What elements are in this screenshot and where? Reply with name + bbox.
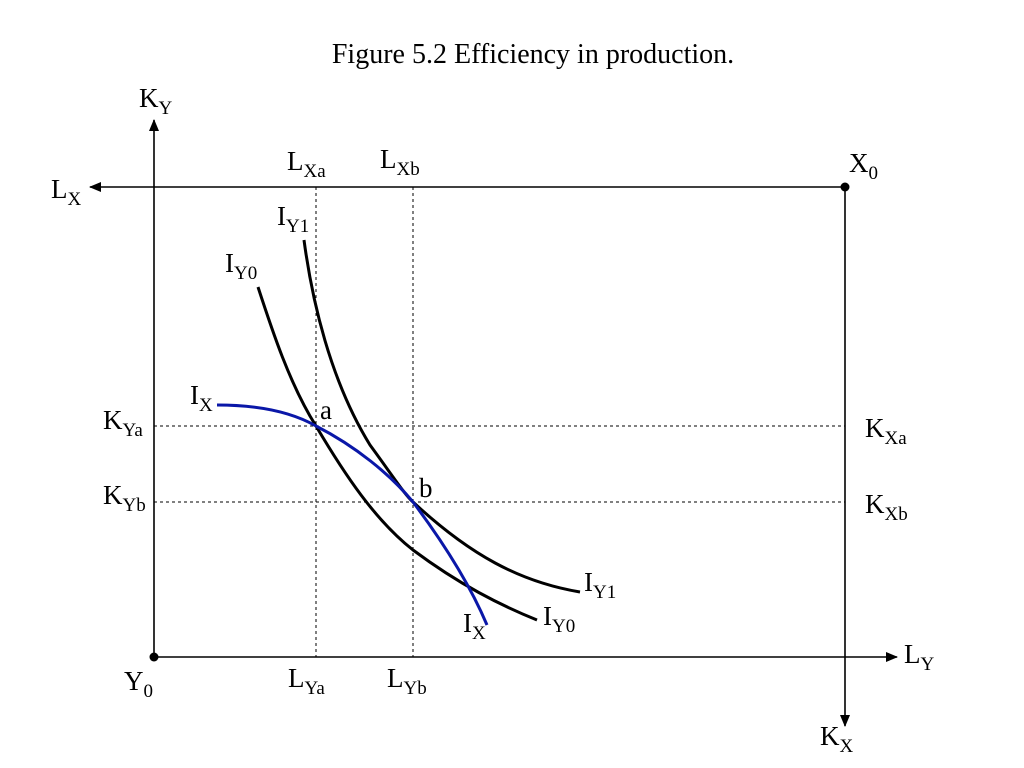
- y0-origin-dot: [149, 652, 159, 662]
- isoquant-y1-curve: [302, 239, 581, 594]
- iy0-bottom-label: IY0: [543, 601, 575, 637]
- iy1-top-label: IY1: [277, 201, 309, 237]
- point-b-label: b: [419, 473, 433, 503]
- lx-axis-label: LX: [51, 174, 82, 210]
- iy0-top-label: IY0: [225, 248, 257, 284]
- ix-left-label: IX: [190, 380, 213, 416]
- lxa-label: LXa: [287, 146, 326, 182]
- point-a-label: a: [320, 395, 332, 425]
- isoquant-y0-curve: [256, 286, 538, 622]
- y0-origin-label: Y0: [124, 666, 153, 702]
- kya-label: KYa: [103, 405, 143, 441]
- isoquant-x-curve: [216, 403, 489, 626]
- kx-axis-label: KX: [820, 721, 854, 757]
- kyb-label: KYb: [103, 480, 146, 516]
- x0-origin-label: X0: [849, 148, 878, 184]
- ly-axis-label: LY: [904, 639, 935, 675]
- lxb-label: LXb: [380, 144, 420, 180]
- x0-origin-dot: [840, 182, 850, 192]
- lyb-label: LYb: [387, 663, 427, 699]
- ix-bottom-label: IX: [463, 608, 486, 644]
- ky-axis-label: KY: [139, 83, 173, 119]
- lya-label: LYa: [288, 663, 325, 699]
- iy1-bottom-label: IY1: [584, 567, 616, 603]
- kxb-label: KXb: [865, 489, 908, 525]
- figure-title: Figure 5.2 Efficiency in production.: [332, 39, 734, 70]
- kxa-label: KXa: [865, 413, 907, 449]
